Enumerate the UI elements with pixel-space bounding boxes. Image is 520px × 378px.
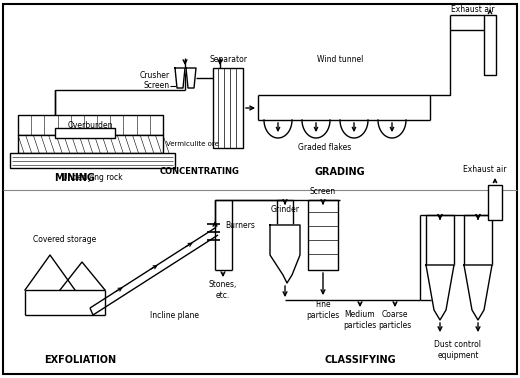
Text: Crusher: Crusher	[140, 71, 170, 81]
Text: EXFOLIATION: EXFOLIATION	[44, 355, 116, 365]
Polygon shape	[186, 68, 196, 88]
Text: Medium
particles: Medium particles	[343, 310, 376, 330]
Text: GRADING: GRADING	[315, 167, 366, 177]
Text: Incline plane: Incline plane	[150, 310, 200, 319]
Bar	[213, 68, 243, 148]
Text: Vermiculite ore: Vermiculite ore	[166, 141, 219, 147]
Text: CLASSIFYING: CLASSIFYING	[324, 355, 396, 365]
Text: Stones,
etc.: Stones, etc.	[209, 280, 237, 300]
Text: Fine
particles: Fine particles	[306, 300, 340, 320]
Polygon shape	[426, 265, 454, 320]
Text: Burners: Burners	[225, 220, 255, 229]
Text: Screen: Screen	[310, 187, 336, 197]
Text: Grinder: Grinder	[270, 206, 300, 214]
Text: Underlying rock: Underlying rock	[62, 172, 123, 181]
Bar	[308, 200, 338, 270]
Text: Separator: Separator	[209, 56, 247, 65]
Bar	[10, 153, 175, 168]
Bar	[488, 185, 502, 220]
Text: Screen: Screen	[144, 82, 170, 90]
Text: Wind tunnel: Wind tunnel	[317, 56, 363, 65]
Bar	[484, 15, 496, 75]
Text: Covered storage: Covered storage	[33, 235, 97, 245]
Bar	[426, 215, 454, 265]
Bar	[277, 200, 293, 225]
Bar	[464, 215, 492, 265]
Text: MINING: MINING	[55, 173, 96, 183]
Text: Dust control
equipment: Dust control equipment	[435, 340, 482, 360]
Polygon shape	[270, 225, 300, 283]
Polygon shape	[175, 68, 185, 88]
Bar	[55, 128, 115, 138]
Bar	[18, 135, 163, 153]
Bar	[18, 115, 163, 135]
Text: Exhaust air: Exhaust air	[463, 166, 507, 175]
Text: Exhaust air: Exhaust air	[451, 6, 495, 14]
Text: Overburden: Overburden	[68, 121, 113, 130]
Text: CONCENTRATING: CONCENTRATING	[160, 167, 240, 177]
Text: Graded flakes: Graded flakes	[298, 144, 352, 152]
Polygon shape	[464, 265, 492, 320]
Text: Coarse
particles: Coarse particles	[379, 310, 412, 330]
